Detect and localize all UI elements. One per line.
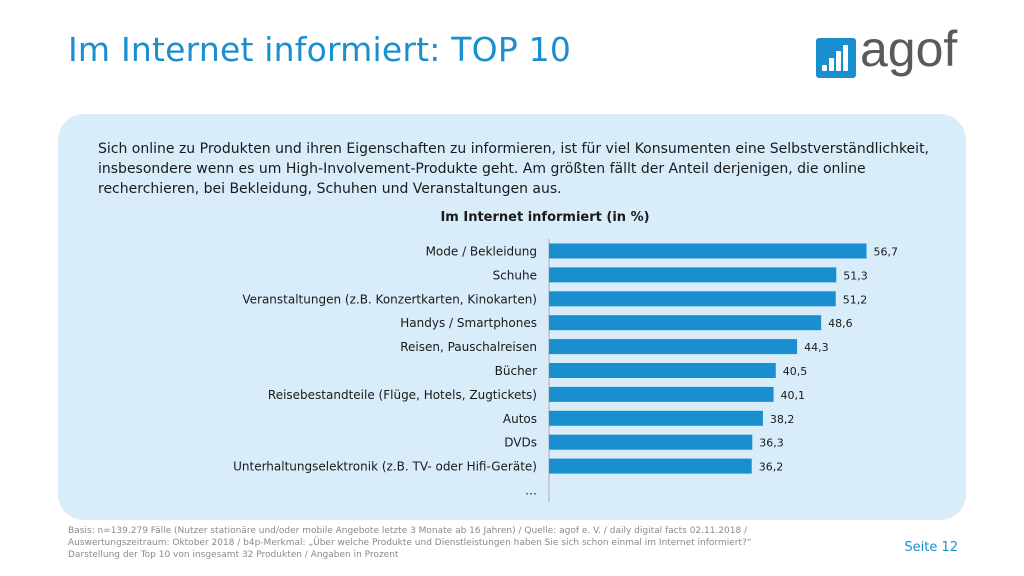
bar xyxy=(549,243,867,259)
bar xyxy=(549,458,752,474)
data-label: 38,2 xyxy=(770,413,795,426)
page-number: Seite 12 xyxy=(904,540,958,555)
bar xyxy=(549,315,822,331)
bar xyxy=(549,291,836,307)
category-label: … xyxy=(525,484,537,498)
category-label: Schuhe xyxy=(493,268,537,282)
category-label: Reisen, Pauschalreisen xyxy=(400,340,537,354)
bar xyxy=(549,339,798,355)
logo-text: agof xyxy=(860,21,958,77)
category-label: Handys / Smartphones xyxy=(400,316,537,330)
bar xyxy=(549,386,774,402)
data-label: 36,2 xyxy=(759,461,784,474)
bar xyxy=(549,363,776,378)
agof-logo: agof xyxy=(816,24,966,86)
intro-text: Sich online zu Produkten und ihren Eigen… xyxy=(98,141,930,197)
category-label: Unterhaltungselektronik (z.B. TV- oder H… xyxy=(233,460,537,474)
footnote-line-1: Basis: n=139.279 Fälle (Nutzer stationär… xyxy=(68,526,748,536)
footnote: Basis: n=139.279 Fälle (Nutzer stationär… xyxy=(68,525,868,561)
category-label: Reisebestandteile (Flüge, Hotels, Zugtic… xyxy=(268,388,537,402)
category-label: Veranstaltungen (z.B. Konzertkarten, Kin… xyxy=(242,292,537,306)
data-label: 40,5 xyxy=(783,365,808,378)
footnote-line-2: Auswertungszeitraum: Oktober 2018 / b4p-… xyxy=(68,538,752,548)
data-label: 48,6 xyxy=(828,317,853,330)
category-label: DVDs xyxy=(504,436,537,450)
data-label: 36,3 xyxy=(759,437,784,450)
chart-title: Im Internet informiert (in %) xyxy=(440,210,650,225)
bar xyxy=(549,410,763,426)
page-title: Im Internet informiert: TOP 10 xyxy=(68,30,572,69)
data-label: 40,1 xyxy=(781,389,806,402)
bar xyxy=(549,434,753,450)
data-label: 51,2 xyxy=(843,293,868,306)
bar-chart-icon xyxy=(816,38,856,78)
category-label: Bücher xyxy=(495,364,537,378)
data-label: 44,3 xyxy=(804,341,829,354)
data-label: 51,3 xyxy=(843,269,868,282)
category-label: Autos xyxy=(503,412,537,426)
footnote-line-3: Darstellung der Top 10 von insgesamt 32 … xyxy=(68,550,399,560)
bar xyxy=(549,267,837,283)
data-label: 56,7 xyxy=(874,246,899,259)
category-label: Mode / Bekleidung xyxy=(426,245,537,259)
